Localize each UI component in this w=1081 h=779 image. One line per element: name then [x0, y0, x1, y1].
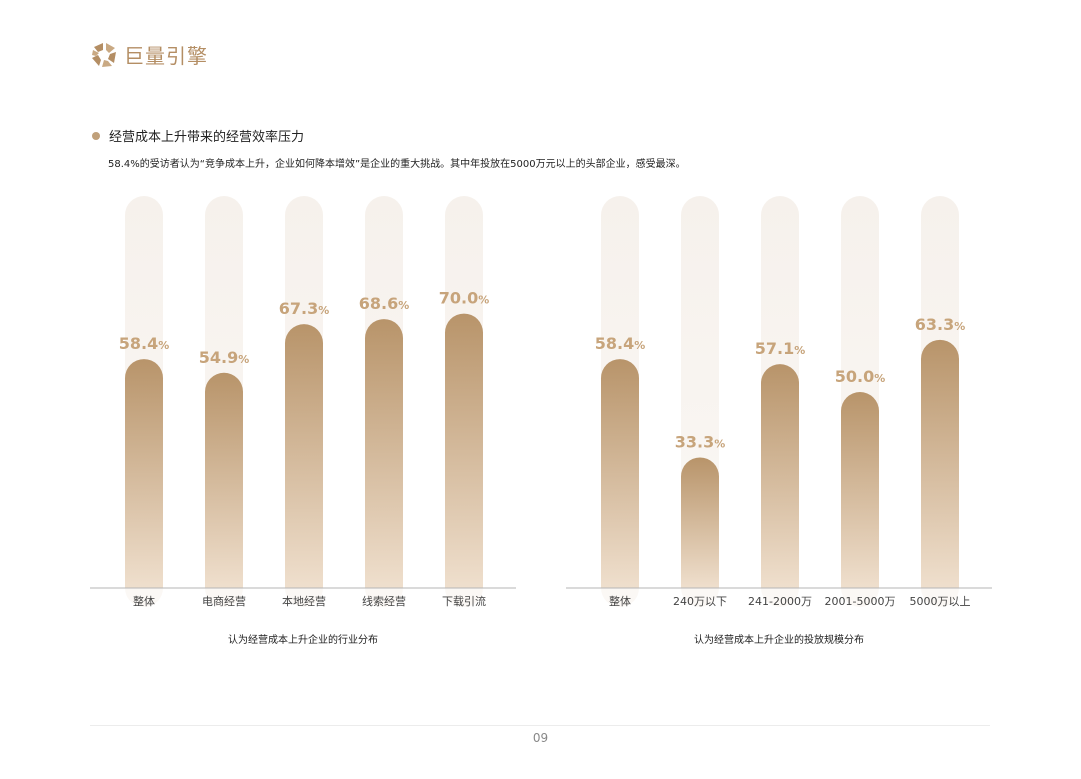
data-label: 54.9%: [199, 348, 250, 367]
bar: [921, 339, 959, 588]
bar: [601, 359, 639, 588]
data-label: 33.3%: [675, 432, 726, 451]
category-label: 整体: [609, 594, 631, 608]
category-label: 本地经营: [282, 594, 326, 608]
section-title: 经营成本上升带来的经营效率压力: [109, 130, 305, 145]
footer-divider: [90, 725, 990, 726]
chart-caption-industry: 认为经营成本上升企业的行业分布: [228, 635, 378, 646]
category-label: 241-2000万: [748, 595, 812, 608]
section-subtitle: 58.4%的受访者认为“竞争成本上升，企业如何降本增效”是企业的重大挑战。其中年…: [108, 159, 686, 170]
bar: [841, 392, 879, 588]
bar: [445, 313, 483, 588]
category-label: 电商经营: [202, 594, 246, 608]
data-label: 50.0%: [835, 367, 886, 386]
category-label: 线索经营: [362, 594, 406, 608]
industry-chart: 58.4% 整体 54.9% 电商经营 67.3% 本地经营 68.6% 线索经营 70.0% 下…: [90, 190, 516, 610]
chart-caption-spend: 认为经营成本上升企业的投放规模分布: [694, 635, 864, 646]
logo-text: 巨量引擎: [124, 44, 208, 68]
category-label: 整体: [133, 594, 155, 608]
category-label: 240万以下: [673, 595, 727, 608]
category-label: 2001-5000万: [825, 595, 896, 608]
data-label: 63.3%: [915, 315, 966, 334]
data-label: 70.0%: [439, 289, 490, 308]
data-label: 67.3%: [279, 299, 330, 318]
bar: [681, 457, 719, 588]
data-label: 57.1%: [755, 339, 806, 358]
brand-logo: 巨量引擎: [90, 40, 208, 69]
section-heading: 经营成本上升带来的经营效率压力: [92, 126, 304, 145]
logo-icon: [92, 42, 116, 67]
page-number: 09: [532, 731, 549, 745]
bar: [761, 364, 799, 588]
bar: [125, 359, 163, 588]
data-label: 58.4%: [595, 334, 646, 353]
bar: [205, 372, 243, 588]
spend-scale-chart: 58.4% 整体 33.3% 240万以下 57.1% 241-2000万 50.0% 200…: [566, 190, 992, 610]
bar: [365, 319, 403, 588]
category-label: 下载引流: [442, 594, 486, 608]
data-label: 58.4%: [119, 334, 170, 353]
bullet-dot-icon: [92, 131, 100, 140]
data-label: 68.6%: [359, 294, 410, 313]
category-label: 5000万以上: [910, 595, 971, 608]
bar: [285, 324, 323, 588]
